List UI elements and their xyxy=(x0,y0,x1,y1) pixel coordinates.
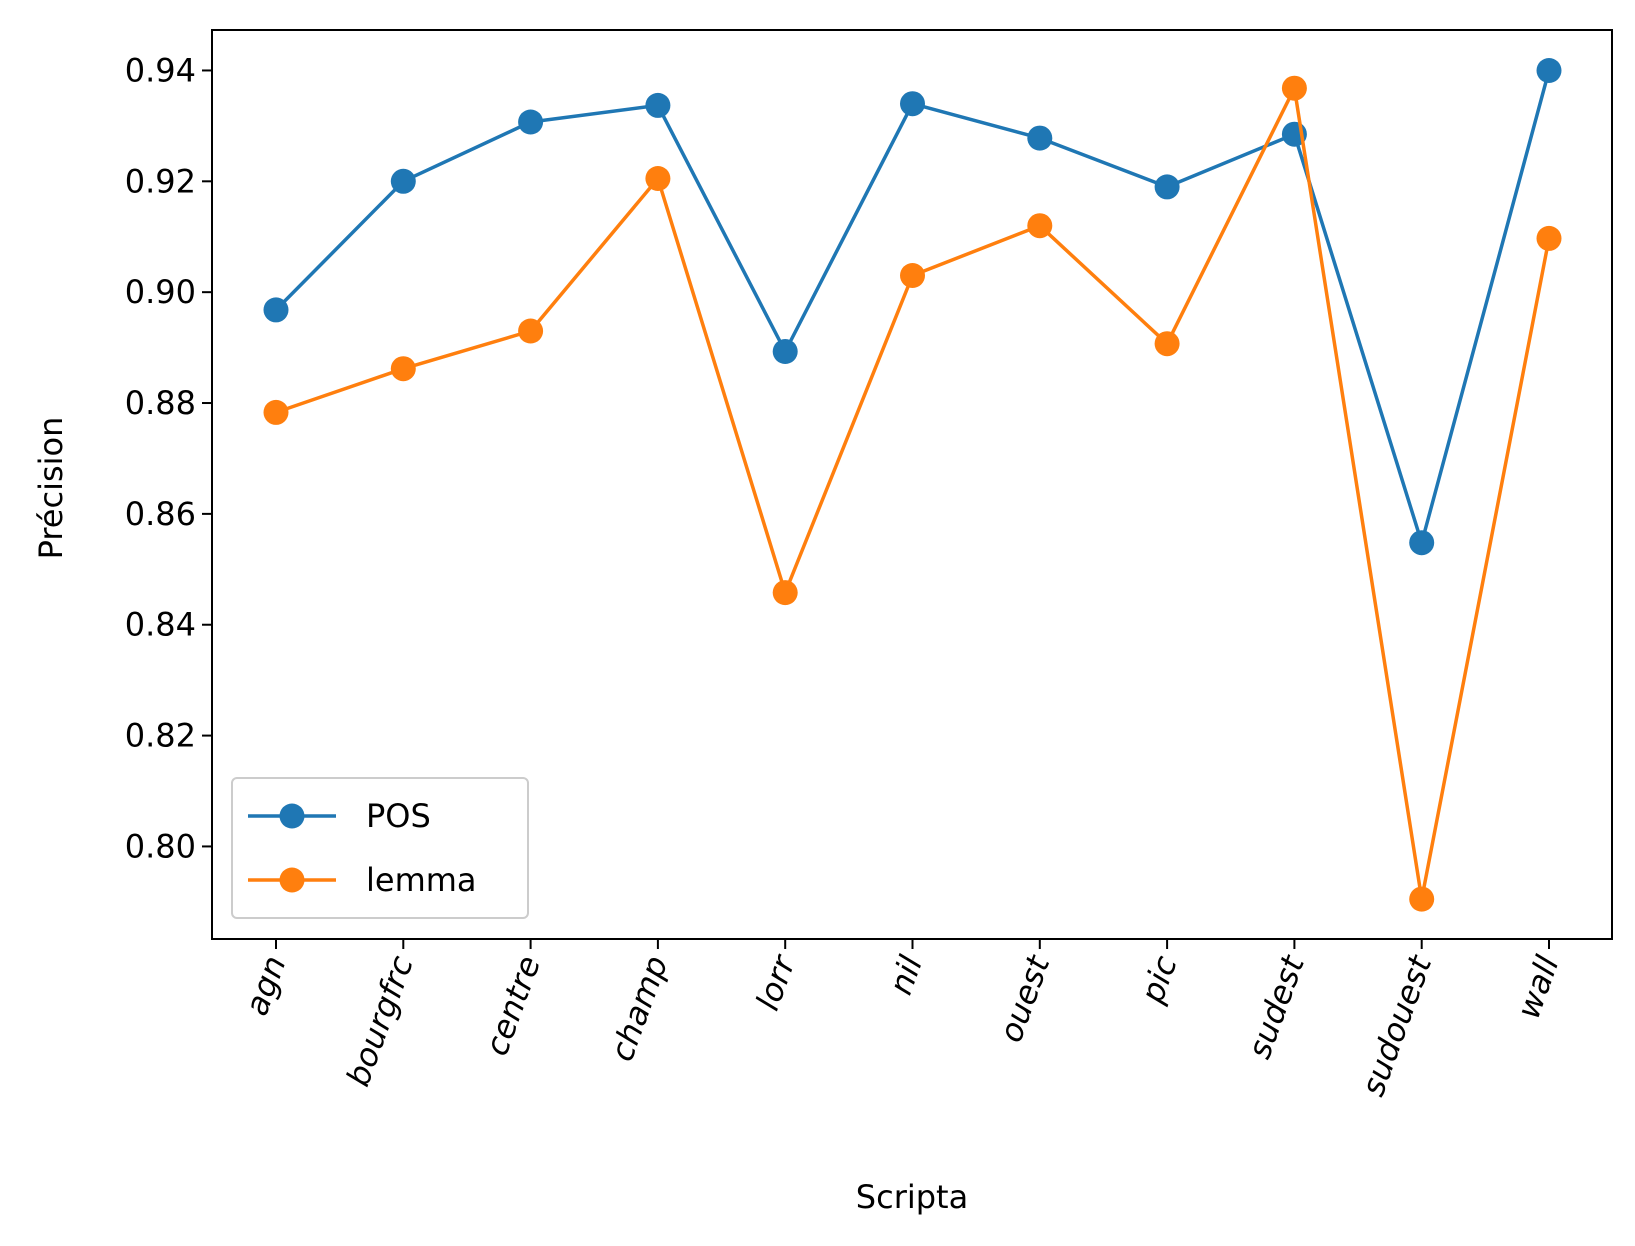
y-tick-label: 0.92 xyxy=(125,162,196,200)
data-point-lemma-champ xyxy=(645,166,671,191)
legend: POS lemma xyxy=(231,777,529,919)
y-tick-label: 0.90 xyxy=(125,273,196,311)
data-point-lemma-pic xyxy=(1154,331,1180,357)
legend-marker-POS xyxy=(279,803,305,829)
x-axis-title: Scripta xyxy=(856,1178,968,1216)
data-point-lemma-bourgfrc xyxy=(390,356,416,382)
data-point-lemma-agn xyxy=(263,399,289,425)
data-point-POS-sudouest xyxy=(1409,530,1435,556)
data-point-lemma-wall xyxy=(1536,225,1562,251)
data-point-lemma-ouest xyxy=(1027,213,1053,239)
data-point-lemma-nil xyxy=(900,263,925,288)
y-tick-label: 0.82 xyxy=(125,717,196,755)
data-point-POS-centre xyxy=(518,109,544,135)
y-tick-label: 0.84 xyxy=(125,606,196,644)
data-point-POS-nil xyxy=(900,91,925,117)
y-tick-label: 0.88 xyxy=(125,384,196,422)
data-point-POS-ouest xyxy=(1027,125,1053,151)
data-point-lemma-sudouest xyxy=(1409,886,1435,912)
legend-marker-lemma xyxy=(279,867,305,893)
data-point-POS-wall xyxy=(1536,58,1562,83)
plot-area xyxy=(263,58,1562,912)
data-point-POS-champ xyxy=(645,92,671,118)
legend-box xyxy=(231,777,529,919)
data-point-POS-pic xyxy=(1154,174,1180,200)
y-tick-label: 0.80 xyxy=(125,827,196,865)
y-tick-label: 0.94 xyxy=(125,51,196,89)
legend-label-lemma: lemma xyxy=(366,861,477,899)
data-point-POS-agn xyxy=(263,297,289,323)
data-point-POS-bourgfrc xyxy=(390,168,416,194)
data-point-lemma-centre xyxy=(518,318,544,344)
legend-label-POS: POS xyxy=(366,797,431,835)
data-point-lemma-sudest xyxy=(1281,75,1307,101)
y-tick-label: 0.86 xyxy=(125,495,196,533)
data-point-lemma-lorr xyxy=(772,580,798,606)
y-axis-title: Précision xyxy=(32,417,70,560)
data-point-POS-lorr xyxy=(772,339,798,364)
